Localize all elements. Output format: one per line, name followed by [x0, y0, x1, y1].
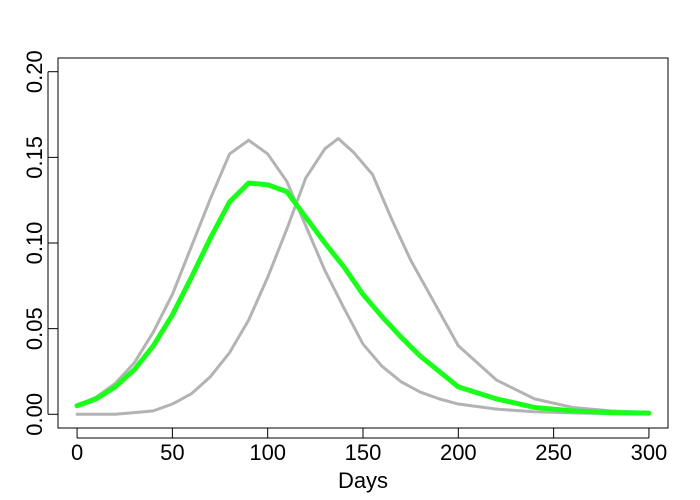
series-layer	[74, 137, 652, 416]
series-line-3	[74, 180, 652, 416]
axes-layer: 0 50 100 150 200 250 300 0.00 0.05 0.10 0.15 0.20	[22, 50, 667, 465]
x-tick-label: 0	[71, 440, 83, 465]
x-tick-label: 300	[631, 440, 668, 465]
plot-frame	[57, 57, 669, 429]
x-tick-label: 150	[345, 440, 382, 465]
y-tick-label: 0.10	[22, 222, 47, 265]
x-tick-label: 200	[440, 440, 477, 465]
y-tick-label: 0.20	[22, 50, 47, 93]
x-axis-label: Days	[338, 468, 388, 493]
x-tick-label: 50	[160, 440, 184, 465]
series-line-1	[75, 138, 651, 416]
x-tick-label: 100	[249, 440, 286, 465]
y-tick-label: 0.05	[22, 307, 47, 350]
x-tick-label: 250	[535, 440, 572, 465]
series-line-2	[75, 137, 651, 416]
y-tick-label: 0.15	[22, 136, 47, 179]
plot-area	[57, 57, 669, 429]
y-tick-label: 0.00	[22, 393, 47, 436]
